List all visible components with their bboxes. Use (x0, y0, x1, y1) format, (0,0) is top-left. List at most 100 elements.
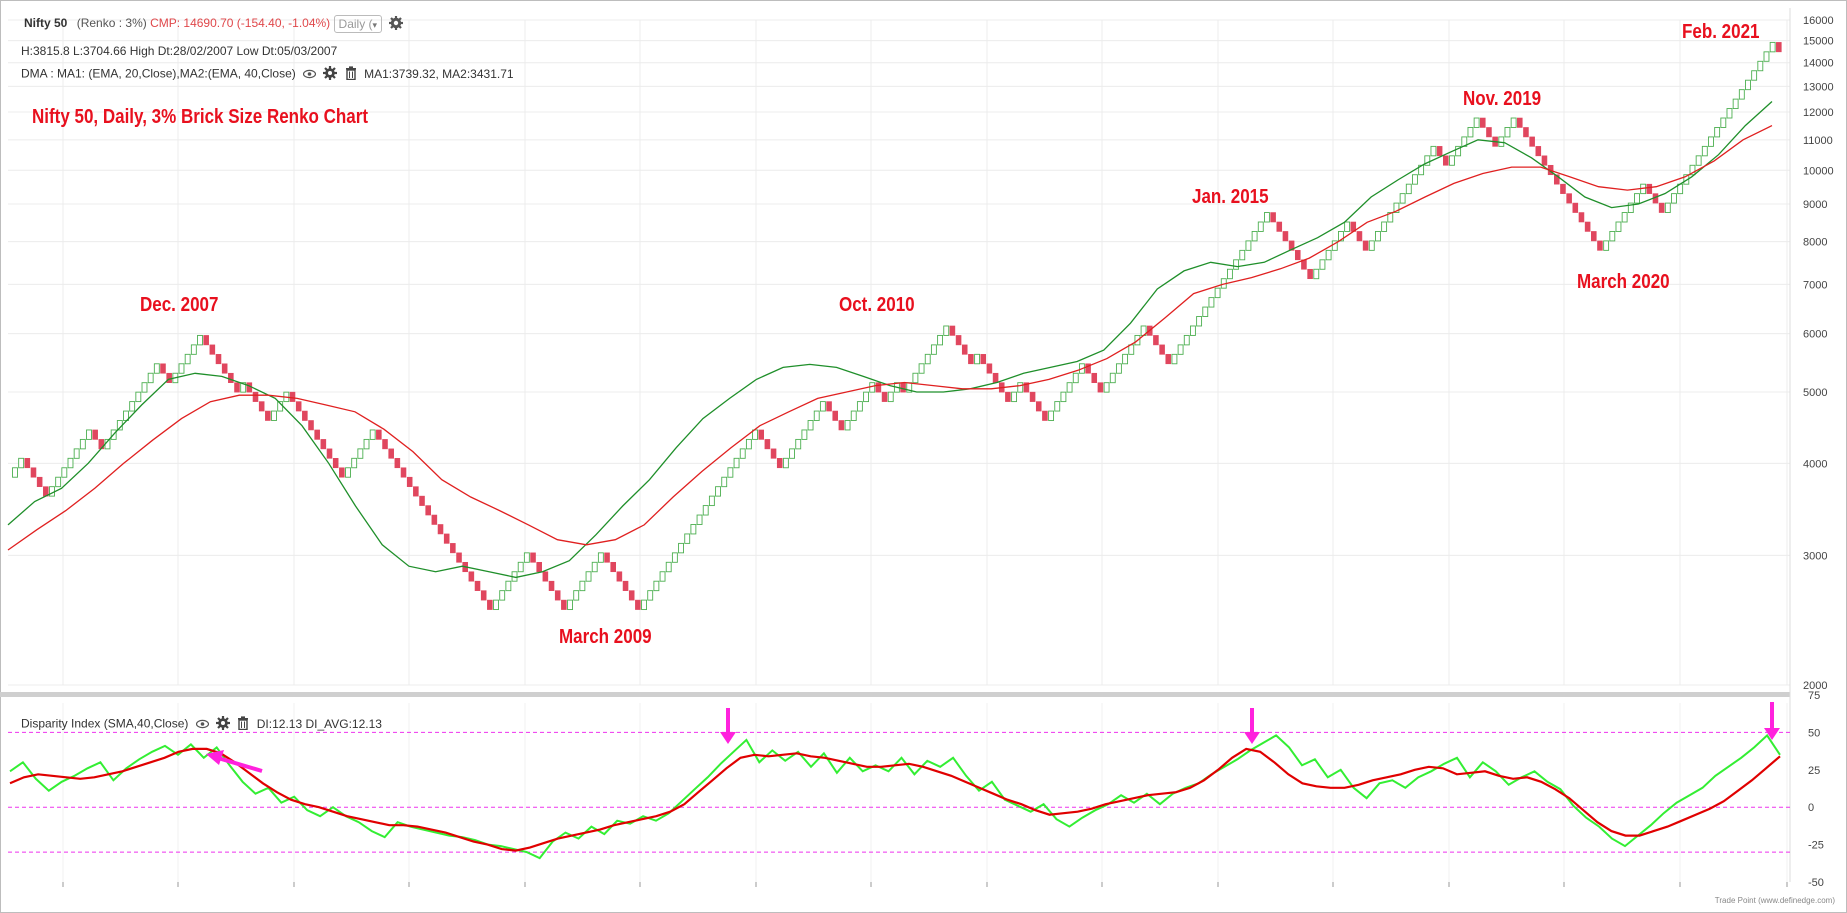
renko-down-brick (986, 363, 993, 374)
high-low-info: H:3815.8 L:3704.66 High Dt:28/02/2007 Lo… (21, 44, 338, 58)
renko-down-brick (992, 372, 999, 383)
chart-type: (Renko : 3%) (76, 16, 147, 31)
renko-up-brick (943, 325, 950, 336)
renko-up-brick (665, 561, 672, 573)
renko-up-brick (1054, 401, 1061, 412)
renko-down-brick (456, 552, 462, 563)
renko-down-brick (160, 363, 166, 374)
renko-down-brick (203, 335, 209, 346)
renko-up-brick (591, 561, 598, 573)
renko-down-brick (832, 410, 839, 421)
renko-up-brick (493, 599, 499, 611)
eye-icon[interactable] (302, 68, 317, 82)
y-tick-label: 9000 (1803, 199, 1827, 211)
renko-down-brick (320, 439, 327, 450)
renko-up-brick (55, 476, 62, 488)
renko-up-brick (505, 580, 512, 592)
eye-icon[interactable] (195, 718, 209, 732)
renko-up-brick (1375, 230, 1381, 242)
renko-up-brick (135, 391, 142, 403)
renko-up-brick (597, 552, 604, 563)
trash-icon[interactable] (237, 716, 249, 733)
renko-up-brick (1424, 155, 1431, 166)
renko-down-brick (474, 580, 481, 591)
renko-down-brick (1356, 231, 1363, 242)
renko-down-brick (1486, 127, 1492, 138)
renko-up-brick (702, 505, 709, 516)
renko-up-brick (1751, 70, 1758, 81)
renko-down-brick (1294, 250, 1301, 261)
gear-icon[interactable] (216, 716, 231, 733)
gear-icon[interactable] (323, 66, 338, 83)
renko-down-brick (1646, 183, 1653, 194)
renko-up-brick (678, 542, 684, 554)
renko-up-brick (1368, 240, 1375, 251)
renko-down-brick (487, 599, 493, 610)
renko-up-brick (1671, 193, 1677, 204)
di-avg-line (9, 747, 1781, 852)
renko-up-brick (1313, 268, 1320, 280)
renko-down-brick (1554, 174, 1560, 185)
y-tick-label: 2000 (1803, 680, 1827, 692)
renko-up-brick (721, 476, 728, 488)
renko-down-brick (622, 580, 629, 591)
renko-up-brick (1412, 174, 1418, 185)
panel-divider (0, 692, 1790, 697)
renko-up-brick (708, 495, 715, 507)
renko-up-brick (1714, 127, 1721, 138)
renko-up-brick (1449, 155, 1455, 166)
renko-down-brick (209, 344, 216, 355)
renko-up-brick (1183, 334, 1190, 346)
renko-down-brick (770, 448, 777, 459)
renko-up-brick (930, 344, 937, 355)
di-line (9, 733, 1781, 860)
y-tick-label: 10000 (1803, 165, 1834, 177)
renko-up-brick (1689, 164, 1696, 176)
renko-up-brick (974, 353, 981, 365)
renko-down-brick (764, 439, 771, 450)
y-tick-label: 12000 (1803, 107, 1834, 119)
trash-icon[interactable] (345, 66, 357, 83)
renko-down-brick (1572, 202, 1579, 213)
renko-up-brick (517, 561, 524, 573)
renko-up-brick (1115, 363, 1122, 374)
settings-gear-icon[interactable] (389, 15, 404, 33)
renko-down-brick (252, 391, 259, 402)
renko-down-brick (1566, 193, 1572, 204)
renko-down-brick (228, 372, 234, 383)
renko-up-brick (79, 438, 86, 450)
renko-up-brick (696, 514, 703, 525)
annotation-oct-2010: Oct. 2010 (839, 294, 915, 316)
renko-up-brick (1745, 79, 1751, 91)
renko-down-brick (561, 599, 567, 610)
renko-up-brick (1510, 117, 1517, 128)
renko-up-brick (573, 590, 580, 601)
renko-up-brick (1695, 155, 1702, 166)
renko-down-brick (548, 580, 555, 591)
renko-down-brick (406, 476, 413, 487)
arrow-diag-2007 (217, 756, 263, 773)
renko-down-brick (425, 505, 431, 516)
renko-up-brick (178, 363, 185, 374)
renko-down-brick (1560, 183, 1566, 194)
di-values: DI:12.13 DI_AVG:12.13 (256, 716, 382, 731)
renko-down-brick (92, 429, 98, 440)
renko-up-brick (1455, 145, 1462, 157)
renko-up-brick (912, 372, 919, 384)
renko-down-brick (24, 458, 31, 469)
renko-up-brick (73, 448, 80, 459)
y-tick-label: 7000 (1803, 279, 1827, 291)
renko-down-brick (1529, 136, 1535, 147)
renko-down-brick (949, 325, 956, 336)
renko-up-brick (579, 580, 586, 592)
annotation-march-2020: March 2020 (1577, 271, 1670, 293)
renko-down-brick (1597, 240, 1603, 251)
interval-value: Daily ( (338, 17, 373, 31)
renko-up-brick (1011, 391, 1018, 403)
interval-select[interactable]: Daily (▾ (333, 15, 383, 33)
renko-up-brick (856, 401, 863, 412)
renko-up-brick (523, 552, 530, 563)
annotation-dec-2007: Dec. 2007 (140, 294, 219, 316)
renko-up-brick (1072, 372, 1079, 384)
